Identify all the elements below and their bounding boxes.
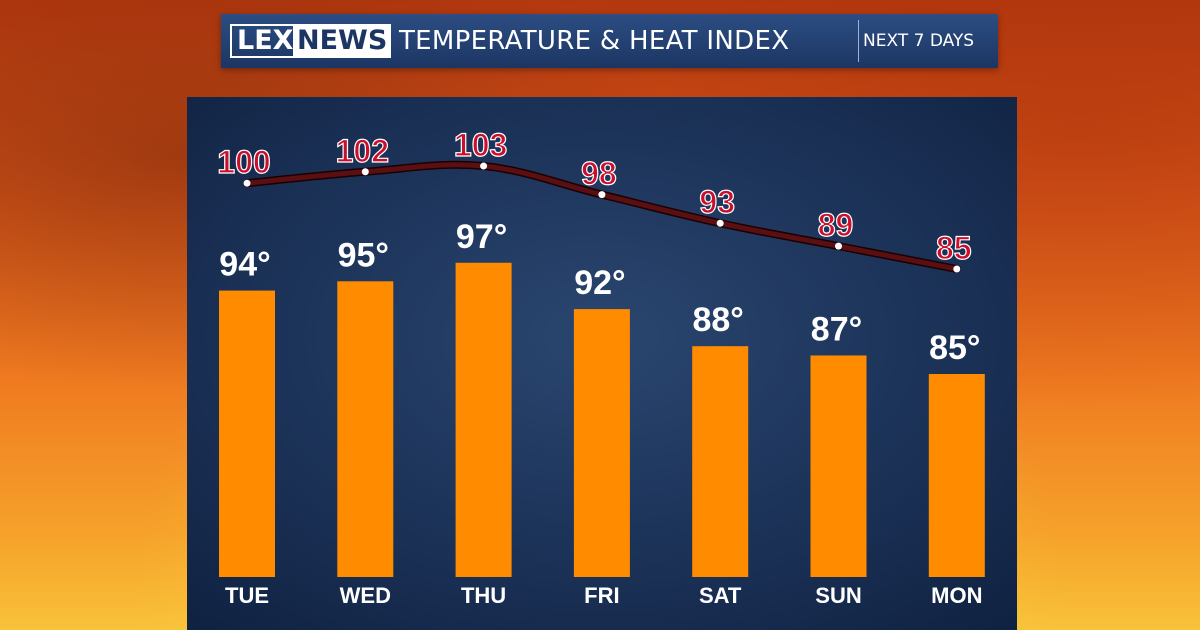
bar-fri [573,309,630,577]
heat-index-label-sun: 89 [818,207,854,243]
day-label-sun: SUN [815,583,861,608]
day-label-sat: SAT [699,583,742,608]
chart-panel: 100 102 103 98 93 89 85 94° TUE 95° WED 97° THU 92° F… [187,97,1017,630]
header-divider [858,20,859,62]
heat-index-point-sun [835,242,842,250]
heat-index-point-wed [361,168,369,176]
heat-index-point-mon [953,265,961,273]
forecast-chart: 100 102 103 98 93 89 85 94° TUE 95° WED 97° THU 92° F… [187,97,1017,630]
bars-layer [219,262,985,577]
bar-thu [455,262,512,577]
day-label-wed: WED [340,583,391,608]
heat-index-point-sat [716,219,724,227]
header-banner: LEX NEWS TEMPERATURE & HEAT INDEX NEXT 7… [221,14,998,68]
day-label-mon: MON [931,583,982,608]
temperature-label-thu: 97° [456,218,507,256]
heat-index-label-mon: 85 [936,230,972,266]
temperature-label-mon: 85° [929,329,980,367]
heat-index-label-fri: 98 [581,156,617,192]
chart-subtitle: NEXT 7 DAYS [863,31,975,51]
labels-layer: 94° TUE 95° WED 97° THU 92° FRI 88° SAT 87° SUN 85° M… [219,218,982,608]
heat-index-label-thu: 103 [454,127,507,163]
temperature-label-sun: 87° [811,310,862,348]
heat-index-point-fri [598,191,606,199]
heat-index-layer: 100 102 103 98 93 89 85 [217,126,972,273]
bar-wed [337,281,394,577]
temperature-label-wed: 95° [338,236,389,274]
temperature-label-fri: 92° [574,264,625,302]
heat-index-label-sat: 93 [699,184,735,220]
bar-mon [928,374,985,577]
day-label-fri: FRI [584,583,619,608]
day-label-thu: THU [461,583,506,608]
temperature-label-sat: 88° [692,301,743,339]
heat-index-label-tue: 100 [217,144,270,180]
bar-tue [219,290,275,577]
heat-index-point-tue [243,179,251,187]
heat-index-label-wed: 102 [336,133,389,169]
temperature-label-tue: 94° [219,246,270,284]
bar-sat [692,346,749,577]
bar-sun [810,355,867,577]
logo-news: NEWS [293,24,392,58]
chart-title: TEMPERATURE & HEAT INDEX [399,26,790,56]
heat-index-point-thu [480,162,488,170]
logo-lex: LEX [230,24,301,58]
day-label-tue: TUE [225,583,269,608]
